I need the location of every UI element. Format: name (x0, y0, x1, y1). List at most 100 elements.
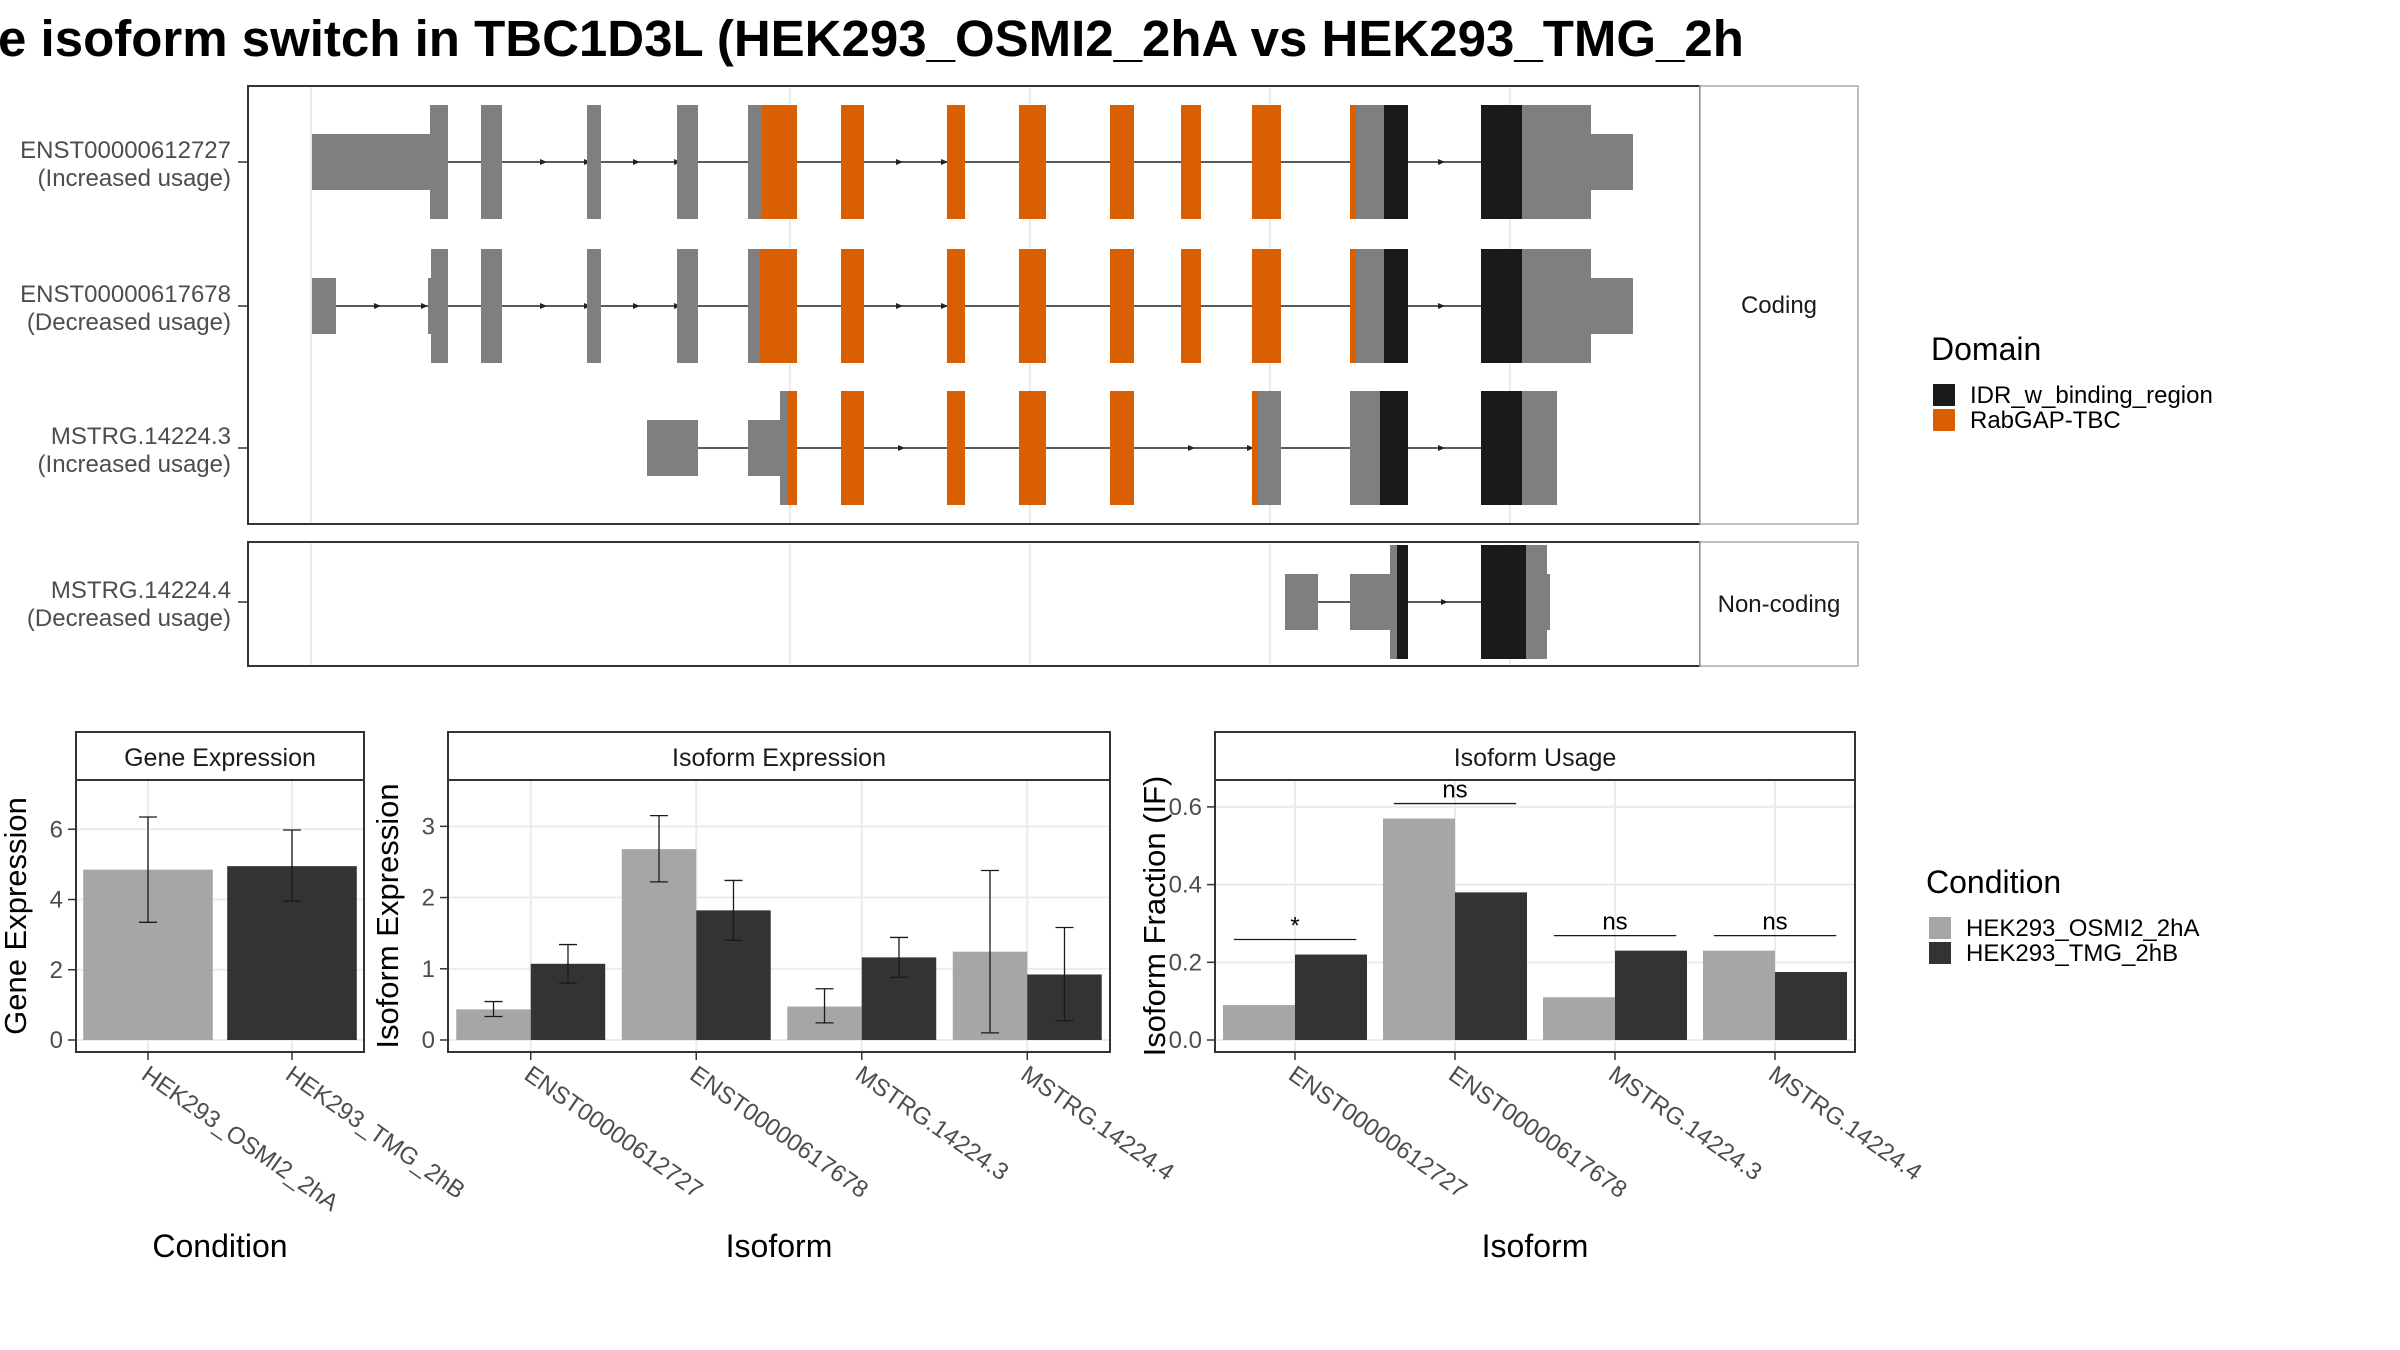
rabgap-tbc-domain-segment (1181, 249, 1201, 363)
domain-legend-title: Domain (1931, 331, 2041, 367)
y-axis-title: Isoform Expression (370, 783, 405, 1048)
exon-segment (312, 134, 430, 190)
bar (1223, 1005, 1295, 1040)
strand-arrow (898, 445, 905, 451)
transcript-model (1285, 545, 1550, 659)
panel-title: Isoform Usage (1454, 744, 1617, 772)
bar-chart-3: Isoform Usage*ENST00000612727nsENST00000… (1137, 731, 1927, 1264)
strand-arrow (941, 303, 948, 309)
significance-label: ns (1602, 909, 1627, 936)
significance-label: * (1290, 913, 1299, 940)
strand-arrow (1438, 303, 1445, 309)
exon-segment (1350, 574, 1390, 630)
rabgap-tbc-domain-segment (1110, 249, 1134, 363)
strand-arrow (540, 159, 547, 165)
exon-segment (1285, 574, 1318, 630)
x-axis-title: Condition (152, 1228, 287, 1264)
strand-arrow (1438, 159, 1445, 165)
y-tick-label: 0 (422, 1027, 435, 1054)
rabgap-tbc-domain-segment (1110, 105, 1134, 219)
bar (1703, 950, 1775, 1040)
exon-segment (430, 105, 448, 219)
rabgap-tbc-domain-segment (1019, 249, 1046, 363)
isoform-id-label: ENST00000612727 (20, 137, 231, 164)
idr-binding-region-segment (1481, 105, 1522, 219)
idr-binding-region-segment (1481, 249, 1522, 363)
rabgap-tbc-domain-segment (1110, 391, 1134, 505)
exon-segment (587, 105, 601, 219)
condition-legend-title: Condition (1926, 864, 2061, 900)
exon-segment (1390, 545, 1397, 659)
plot-frame (1214, 779, 1856, 1053)
exon-segment (748, 105, 762, 219)
rabgap-tbc-domain-segment (841, 105, 864, 219)
strand-arrow (1188, 445, 1195, 451)
bar-chart-panels: Gene ExpressionHEK293_OSMI2_2hAHEK293_TM… (0, 731, 1927, 1264)
isoform-usage-label: (Decreased usage) (27, 309, 231, 336)
strand-arrow (896, 303, 903, 309)
exon-segment (1591, 278, 1633, 334)
rabgap-tbc-domain-segment (1252, 391, 1258, 505)
bar (1543, 997, 1615, 1040)
transcript-model (312, 249, 1633, 363)
y-tick-label: 2 (50, 957, 63, 984)
panel-strip (1214, 731, 1856, 781)
facet-strip (1699, 541, 1859, 667)
strand-arrow (896, 159, 903, 165)
rabgap-tbc-domain-segment (1181, 105, 1201, 219)
rabgap-tbc-domain-segment (1252, 249, 1281, 363)
significance-label: ns (1762, 909, 1787, 936)
bar-chart-2: Isoform Expression ENST00000612727ENST000… (370, 731, 1179, 1264)
exon-segment (1522, 249, 1591, 363)
exon-segment (1522, 105, 1591, 219)
rabgap-tbc-domain-segment (1252, 105, 1281, 219)
exon-segment (1350, 391, 1380, 505)
rabgap-tbc-domain-segment (841, 249, 864, 363)
isoform-id-label: ENST00000617678 (20, 281, 231, 308)
isoform-usage-label: (Increased usage) (38, 165, 231, 192)
rabgap-tbc-domain-segment (947, 105, 965, 219)
exon-segment (677, 105, 698, 219)
significance-label: ns (1442, 777, 1467, 804)
strand-arrow (1441, 599, 1448, 605)
exon-segment (677, 249, 698, 363)
y-tick-label: 0.2 (1169, 949, 1202, 976)
strand-arrow (633, 303, 640, 309)
condition-legend-label: HEK293_OSMI2_2hA (1966, 915, 2199, 942)
x-tick-label: MSTRG.14224.3 (1604, 1061, 1767, 1186)
y-tick-label: 6 (50, 816, 63, 843)
x-tick-label: ENST00000612727 (519, 1061, 707, 1204)
idr-binding-region-segment (1380, 391, 1408, 505)
exon-segment (1356, 249, 1384, 363)
x-axis-title: Isoform (1482, 1228, 1589, 1264)
bar (1295, 954, 1367, 1040)
exon-segment (481, 105, 502, 219)
exon-segment (748, 249, 760, 363)
plot-frame (75, 779, 365, 1053)
strand-arrow (540, 303, 547, 309)
idr-binding-region-segment (1384, 105, 1408, 219)
y-axis-title: Isoform Fraction (IF) (1137, 776, 1172, 1057)
panel-title: Gene Expression (124, 744, 316, 772)
structure-facet-background (248, 542, 1700, 666)
domain-legend-label: IDR_w_binding_region (1970, 382, 2213, 409)
strand-arrow (633, 159, 640, 165)
y-tick-label: 1 (422, 956, 435, 983)
exon-segment (1591, 134, 1633, 190)
exon-segment (1356, 105, 1384, 219)
x-tick-label: MSTRG.14224.4 (1764, 1061, 1927, 1186)
panel-title: Isoform Expression (672, 744, 886, 772)
exon-segment (431, 249, 448, 363)
rabgap-tbc-domain-segment (1350, 249, 1356, 363)
exon-segment (1258, 391, 1281, 505)
rabgap-tbc-domain-segment (1350, 105, 1356, 219)
isoform-usage-label: (Decreased usage) (27, 605, 231, 632)
isoform-usage-label: (Increased usage) (38, 451, 231, 478)
y-tick-label: 4 (50, 887, 63, 914)
condition-legend-swatch (1929, 942, 1951, 964)
strand-arrow (374, 303, 381, 309)
y-tick-label: 2 (422, 885, 435, 912)
